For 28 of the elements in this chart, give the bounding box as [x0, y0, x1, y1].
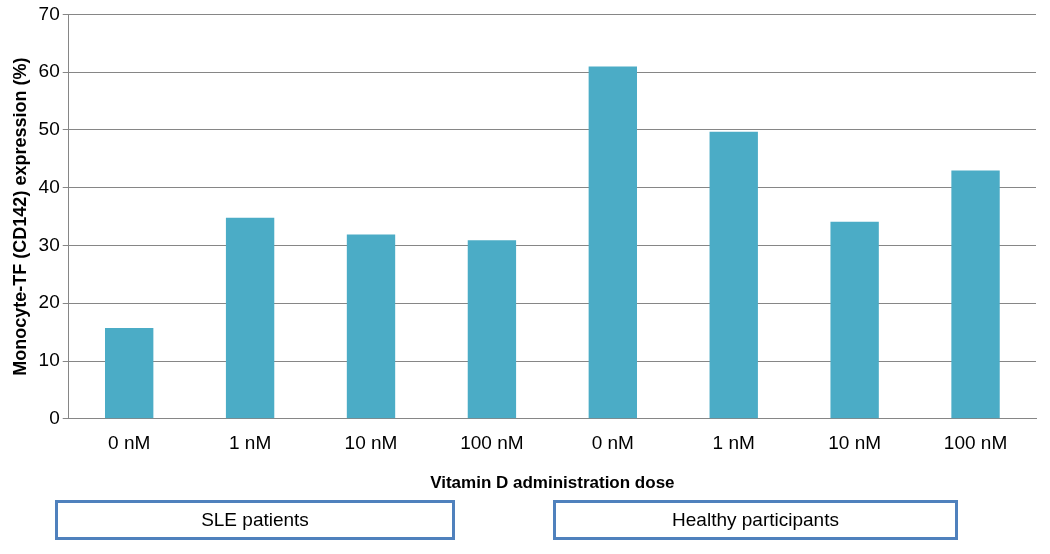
bar: [830, 221, 879, 419]
bar: [105, 328, 154, 419]
x-tick-label: 100 nM: [943, 432, 1008, 454]
y-tick-label: 60: [38, 60, 60, 82]
y-tick-label: 20: [38, 291, 60, 313]
y-tick-label: 40: [38, 175, 60, 197]
y-tick-label: 70: [38, 2, 60, 24]
x-tick-label: 1 nM: [228, 432, 272, 454]
bar: [588, 66, 637, 419]
y-axis-title: Monocyte-TF (CD142) expression (%): [9, 57, 30, 376]
bar: [709, 131, 758, 419]
bar: [467, 240, 517, 419]
x-tick-label: 1 nM: [712, 432, 755, 454]
x-tick-label: 0 nM: [591, 432, 634, 454]
bar: [346, 234, 396, 419]
bar: [225, 217, 275, 419]
text: SLE patients: [55, 500, 455, 540]
x-axis-title: Vitamin D administration dose: [430, 473, 675, 493]
y-tick-label: 0: [49, 407, 60, 429]
y-tick-label: 10: [38, 349, 60, 371]
x-tick-label: 0 nM: [108, 432, 151, 454]
bar: [951, 170, 1000, 419]
x-tick-label: 100 nM: [460, 432, 524, 454]
y-tick-label: 30: [38, 233, 60, 255]
x-tick-label: 10 nM: [828, 432, 882, 454]
x-tick-label: 10 nM: [344, 432, 398, 454]
y-tick-label: 50: [38, 118, 60, 140]
text: Healthy participants: [553, 500, 958, 540]
